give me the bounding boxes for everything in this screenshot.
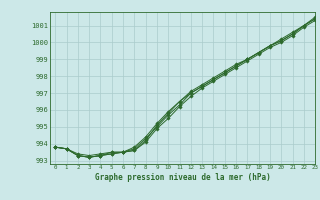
X-axis label: Graphe pression niveau de la mer (hPa): Graphe pression niveau de la mer (hPa) [94, 173, 270, 182]
